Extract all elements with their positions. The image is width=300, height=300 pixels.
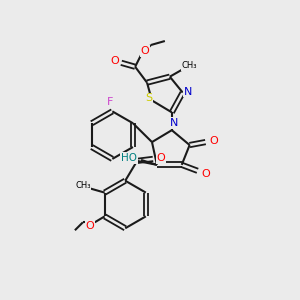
Text: O: O bbox=[157, 153, 165, 163]
Text: O: O bbox=[209, 136, 218, 146]
Text: HO: HO bbox=[121, 153, 137, 163]
Text: S: S bbox=[146, 94, 153, 103]
Text: O: O bbox=[141, 46, 149, 56]
Text: F: F bbox=[107, 98, 114, 107]
Text: N: N bbox=[184, 86, 192, 97]
Text: O: O bbox=[201, 169, 210, 179]
Text: CH₃: CH₃ bbox=[75, 181, 91, 190]
Text: O: O bbox=[85, 221, 94, 231]
Text: N: N bbox=[169, 118, 178, 128]
Text: CH₃: CH₃ bbox=[182, 61, 197, 70]
Text: O: O bbox=[110, 56, 119, 66]
